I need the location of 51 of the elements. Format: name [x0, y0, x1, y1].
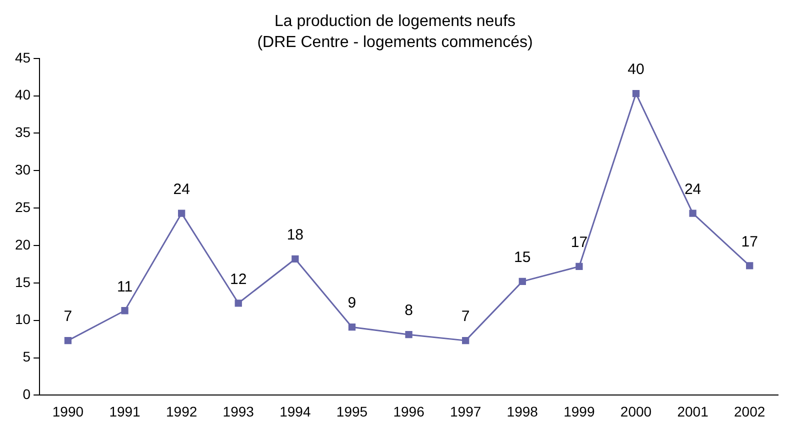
x-tick-label: 2001 — [677, 403, 709, 420]
x-tick-label: 1996 — [393, 403, 425, 420]
point — [689, 210, 696, 217]
point — [121, 307, 128, 314]
y-tick-label: 45 — [14, 49, 31, 66]
x-tick-label: 1994 — [280, 403, 311, 420]
data-label: 17 — [570, 234, 588, 252]
y-tick-label: 20 — [14, 236, 31, 252]
chart-title: La production de logements neufs — [274, 13, 516, 30]
data-label: 9 — [348, 294, 356, 312]
point — [292, 255, 299, 263]
y-tick-label: 15 — [14, 274, 31, 290]
point — [576, 262, 583, 270]
data-label: 7 — [461, 308, 470, 326]
x-tick-label: 1990 — [52, 403, 84, 420]
x-tick-label: 1997 — [450, 403, 482, 420]
y-tick-label: 0 — [22, 386, 31, 402]
x-tick-label: 2000 — [620, 403, 652, 420]
data-label: 24 — [684, 180, 702, 198]
y-tick-label: 25 — [14, 198, 31, 215]
data-label: 8 — [404, 302, 413, 320]
x-tick-label: 1995 — [336, 403, 368, 420]
point — [64, 336, 72, 344]
y-tick-label: 35 — [14, 124, 31, 140]
chart-subtitle: (DRE Centre - logements commencés) — [257, 34, 533, 52]
point — [462, 336, 470, 344]
x-tick-label: 1999 — [564, 403, 595, 420]
y-tick-label: 5 — [22, 348, 31, 365]
data-label: 40 — [628, 61, 644, 78]
data-label: 15 — [514, 249, 531, 266]
point — [348, 324, 356, 331]
x-tick-label: 2002 — [734, 403, 766, 420]
point — [178, 210, 186, 217]
x-tick-label: 1992 — [166, 403, 198, 420]
point — [632, 90, 640, 98]
x-tick-label: 1991 — [109, 403, 141, 420]
point — [234, 300, 242, 307]
data-label: 18 — [286, 226, 304, 244]
data-label: 17 — [741, 233, 758, 250]
y-tick-label: 10 — [14, 311, 31, 328]
data-label: 11 — [116, 278, 133, 296]
point — [746, 262, 754, 270]
point — [405, 331, 412, 338]
y-tick-label: 40 — [14, 86, 31, 103]
data-label: 24 — [173, 180, 190, 198]
x-tick-label: 1993 — [222, 403, 254, 420]
point — [518, 278, 526, 286]
y-tick-label: 30 — [14, 162, 31, 178]
data-label: 7 — [64, 308, 72, 326]
x-tick-label: 1998 — [506, 403, 538, 420]
data-label: 12 — [230, 270, 247, 288]
